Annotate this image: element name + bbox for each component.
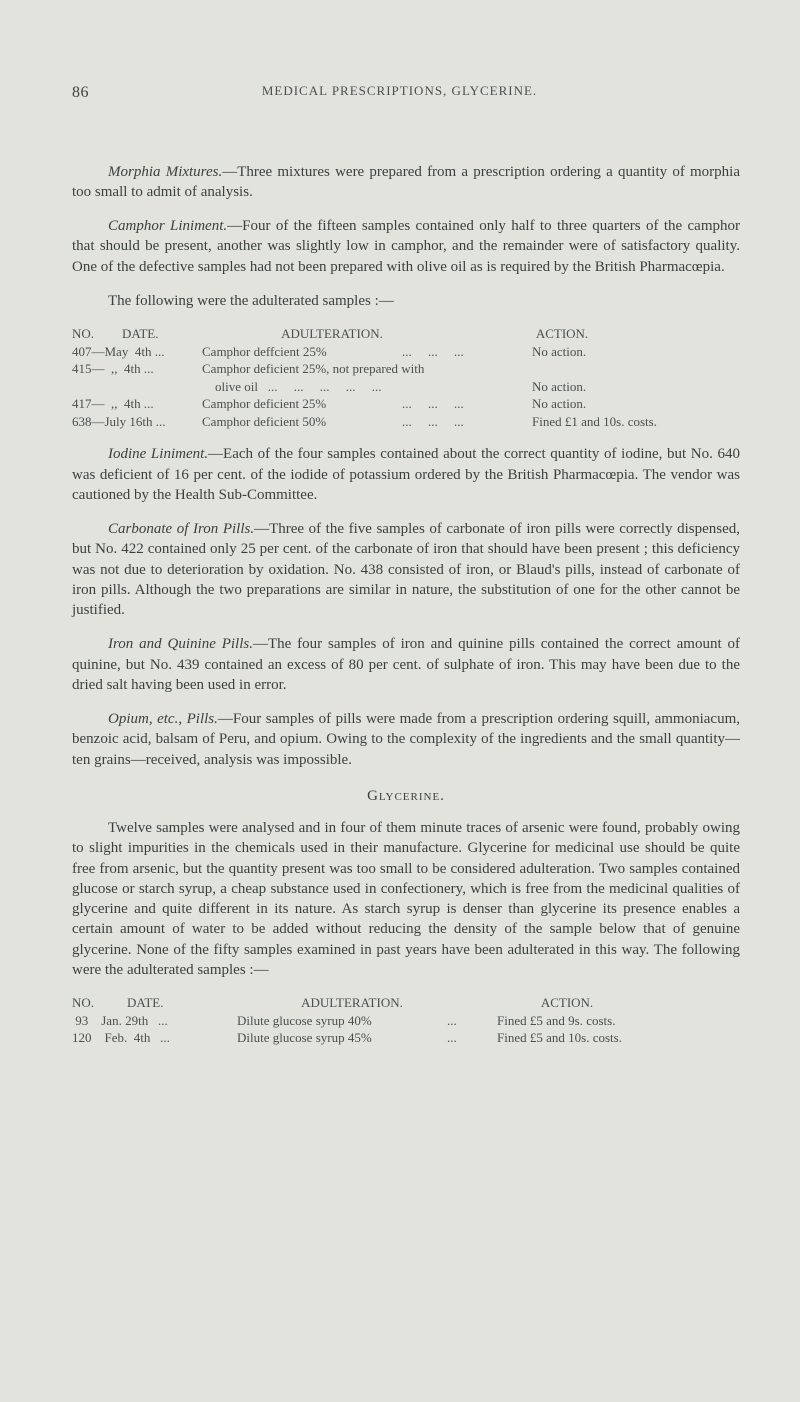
paragraph-glycerine: Twelve samples were analysed and in four… bbox=[72, 818, 740, 980]
cell: Dilute glucose syrup 40% bbox=[237, 1012, 447, 1030]
table-row: 407—May 4th ...Camphor deffcient 25%... … bbox=[72, 343, 740, 361]
table-row: 415— ,, 4th ...Camphor deficient 25%, no… bbox=[72, 360, 740, 378]
table-row: 93 Jan. 29th ...Dilute glucose syrup 40%… bbox=[72, 1012, 740, 1030]
cell: ... ... ... bbox=[402, 413, 532, 431]
cell: Camphor deficient 25%, not prepared with bbox=[202, 360, 424, 378]
adulteration-table-2: NO.DATE.ADULTERATION.ACTION. 93 Jan. 29t… bbox=[72, 994, 740, 1047]
paragraph-following: The following were the adulterated sampl… bbox=[72, 291, 740, 311]
lead-in: Opium, etc., Pills. bbox=[108, 711, 218, 727]
cell: 415— ,, 4th ... bbox=[72, 360, 202, 378]
cell: olive oil ... ... ... ... ... bbox=[202, 378, 532, 396]
document-page: 86 MEDICAL PRESCRIPTIONS, GLYCERINE. Mor… bbox=[0, 0, 800, 1402]
cell: Fined £1 and 10s. costs. bbox=[532, 413, 657, 431]
cell: Fined £5 and 10s. costs. bbox=[497, 1029, 622, 1047]
table-row: olive oil ... ... ... ... ...No action. bbox=[72, 378, 740, 396]
cell: No action. bbox=[532, 378, 586, 396]
adulteration-table-1: NO.DATE.ADULTERATION.ACTION. 407—May 4th… bbox=[72, 325, 740, 430]
cell: 93 Jan. 29th ... bbox=[72, 1012, 237, 1030]
running-header: 86 MEDICAL PRESCRIPTIONS, GLYCERINE. bbox=[72, 82, 740, 104]
section-heading-glycerine: Glycerine. bbox=[72, 786, 740, 806]
lead-in: Iron and Quinine Pills. bbox=[108, 636, 253, 652]
cell: ... bbox=[447, 1012, 497, 1030]
page-number: 86 bbox=[72, 82, 89, 104]
cell: ... ... ... bbox=[402, 395, 532, 413]
lead-in: Morphia Mixtures. bbox=[108, 164, 222, 180]
paragraph-carbonate: Carbonate of Iron Pills.—Three of the fi… bbox=[72, 519, 740, 620]
lead-in: Iodine Liniment. bbox=[108, 446, 208, 462]
cell: 638—July 16th ... bbox=[72, 413, 202, 431]
col-action: ACTION. bbox=[467, 994, 667, 1012]
col-no: NO. bbox=[72, 994, 127, 1012]
col-date: DATE. bbox=[127, 994, 237, 1012]
col-date: DATE. bbox=[122, 325, 202, 343]
running-title: MEDICAL PRESCRIPTIONS, GLYCERINE. bbox=[262, 82, 537, 104]
cell: ... ... ... bbox=[402, 343, 532, 361]
lead-in: Camphor Liniment. bbox=[108, 218, 227, 234]
table-row: 417— ,, 4th ...Camphor deficient 25%... … bbox=[72, 395, 740, 413]
col-no: NO. bbox=[72, 325, 122, 343]
cell: 417— ,, 4th ... bbox=[72, 395, 202, 413]
table-row: 120 Feb. 4th ...Dilute glucose syrup 45%… bbox=[72, 1029, 740, 1047]
lead-in: Carbonate of Iron Pills. bbox=[108, 521, 254, 537]
cell: 407—May 4th ... bbox=[72, 343, 202, 361]
col-adult: ADULTERATION. bbox=[202, 325, 462, 343]
cell: Camphor deficient 50% bbox=[202, 413, 402, 431]
cell: Dilute glucose syrup 45% bbox=[237, 1029, 447, 1047]
col-action: ACTION. bbox=[462, 325, 662, 343]
cell: Camphor deffcient 25% bbox=[202, 343, 402, 361]
table-header: NO.DATE.ADULTERATION.ACTION. bbox=[72, 994, 740, 1012]
paragraph-iron-quinine: Iron and Quinine Pills.—The four samples… bbox=[72, 634, 740, 695]
col-adult: ADULTERATION. bbox=[237, 994, 467, 1012]
cell bbox=[72, 378, 202, 396]
cell: 120 Feb. 4th ... bbox=[72, 1029, 237, 1047]
paragraph-morphia: Morphia Mixtures.—Three mixtures were pr… bbox=[72, 162, 740, 203]
cell: No action. bbox=[532, 343, 586, 361]
paragraph-iodine: Iodine Liniment.—Each of the four sample… bbox=[72, 444, 740, 505]
header-spacer bbox=[710, 82, 740, 104]
paragraph-opium: Opium, etc., Pills.—Four samples of pill… bbox=[72, 709, 740, 770]
cell: Fined £5 and 9s. costs. bbox=[497, 1012, 615, 1030]
cell: No action. bbox=[532, 395, 586, 413]
paragraph-camphor: Camphor Liniment.—Four of the fifteen sa… bbox=[72, 216, 740, 277]
table-row: 638—July 16th ...Camphor deficient 50%..… bbox=[72, 413, 740, 431]
cell: Camphor deficient 25% bbox=[202, 395, 402, 413]
cell: ... bbox=[447, 1029, 497, 1047]
table-header: NO.DATE.ADULTERATION.ACTION. bbox=[72, 325, 740, 343]
